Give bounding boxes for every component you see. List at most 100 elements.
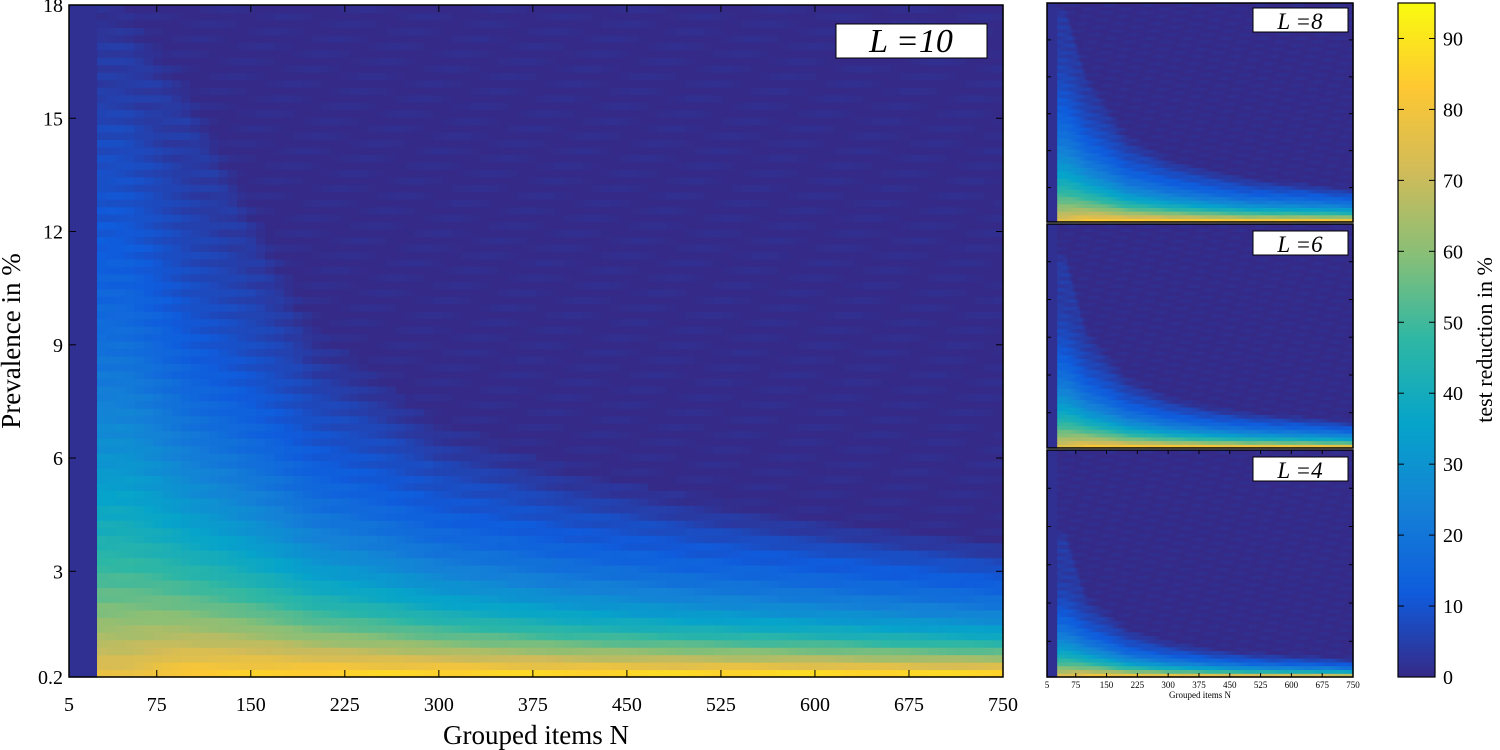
heatmap-cell bbox=[106, 303, 117, 312]
heatmap-cell bbox=[106, 311, 117, 320]
heatmap-cell bbox=[451, 385, 462, 394]
heatmap-cell bbox=[433, 236, 444, 245]
heatmap-cell bbox=[115, 5, 126, 14]
heatmap-cell bbox=[87, 27, 98, 36]
heatmap-cell bbox=[134, 184, 145, 193]
heatmap-cell bbox=[414, 662, 425, 671]
heatmap-cell bbox=[414, 438, 425, 447]
heatmap-cell bbox=[199, 266, 210, 275]
heatmap-cell bbox=[255, 520, 266, 529]
heatmap-cell bbox=[470, 587, 481, 596]
heatmap-cell bbox=[190, 176, 201, 185]
heatmap-cell bbox=[545, 214, 556, 223]
heatmap-cell bbox=[489, 87, 500, 96]
heatmap-cell bbox=[115, 662, 126, 671]
heatmap-cell bbox=[564, 669, 574, 678]
heatmap-cell bbox=[162, 467, 173, 476]
heatmap-cell bbox=[69, 460, 79, 469]
heatmap-cell bbox=[582, 326, 593, 335]
heatmap-cell bbox=[246, 662, 257, 671]
heatmap-cell bbox=[414, 579, 425, 588]
heatmap-cell bbox=[255, 602, 266, 611]
heatmap-cell bbox=[265, 408, 276, 417]
heatmap-cell bbox=[227, 176, 238, 185]
heatmap-cell bbox=[87, 408, 98, 417]
heatmap-cell bbox=[274, 467, 285, 476]
heatmap-cell bbox=[377, 154, 388, 163]
heatmap-cell bbox=[395, 617, 406, 626]
heatmap-cell bbox=[190, 632, 201, 641]
heatmap-cell bbox=[330, 117, 341, 126]
heatmap-cell bbox=[227, 281, 238, 290]
heatmap-cell bbox=[330, 169, 341, 178]
heatmap-cell bbox=[274, 102, 285, 111]
heatmap-cell bbox=[564, 497, 574, 506]
heatmap-cell bbox=[199, 497, 210, 506]
heatmap-cell bbox=[190, 445, 201, 454]
heatmap-cell bbox=[237, 281, 248, 290]
heatmap-cell bbox=[414, 221, 425, 230]
heatmap-cell bbox=[209, 632, 220, 641]
heatmap-cell bbox=[87, 94, 98, 103]
heatmap-cell bbox=[377, 124, 388, 133]
heatmap-cell bbox=[311, 154, 322, 163]
heatmap-cell bbox=[564, 87, 574, 96]
heatmap-cell bbox=[358, 662, 369, 671]
heatmap-cell bbox=[414, 273, 425, 282]
heatmap-cell bbox=[442, 12, 453, 21]
heatmap-cell bbox=[461, 602, 472, 611]
heatmap-cell bbox=[554, 654, 565, 663]
heatmap-cell bbox=[162, 5, 173, 14]
heatmap-cell bbox=[554, 161, 565, 170]
heatmap-cell bbox=[274, 79, 285, 88]
heatmap-cell bbox=[293, 467, 304, 476]
heatmap-cell bbox=[162, 460, 173, 469]
heatmap-cell bbox=[171, 400, 182, 409]
heatmap-cell bbox=[564, 243, 574, 252]
heatmap-cell bbox=[554, 303, 565, 312]
heatmap-cell bbox=[330, 602, 341, 611]
heatmap-cell bbox=[255, 333, 266, 342]
heatmap-cell bbox=[377, 378, 388, 387]
heatmap-cell bbox=[153, 19, 163, 28]
heatmap-cell bbox=[283, 363, 294, 372]
heatmap-cell bbox=[330, 535, 341, 544]
heatmap-cell bbox=[311, 333, 322, 342]
heatmap-cell bbox=[153, 296, 163, 305]
heatmap-cell bbox=[564, 385, 574, 394]
heatmap-cell bbox=[442, 609, 453, 618]
heatmap-cell bbox=[489, 565, 500, 574]
heatmap-cell bbox=[87, 146, 98, 155]
heatmap-cell bbox=[218, 169, 229, 178]
heatmap-cell bbox=[395, 460, 406, 469]
heatmap-cell bbox=[358, 497, 369, 506]
heatmap-cell bbox=[237, 139, 248, 148]
heatmap-cell bbox=[498, 251, 509, 260]
heatmap-cell bbox=[554, 482, 565, 491]
heatmap-cell bbox=[181, 266, 192, 275]
heatmap-cell bbox=[302, 445, 313, 454]
heatmap-cell bbox=[564, 184, 574, 193]
heatmap-cell bbox=[171, 363, 182, 372]
heatmap-cell bbox=[339, 460, 350, 469]
heatmap-cell bbox=[386, 445, 397, 454]
heatmap-cell bbox=[423, 535, 434, 544]
heatmap-cell bbox=[125, 236, 135, 245]
heatmap-cell bbox=[517, 27, 528, 36]
heatmap-cell bbox=[367, 497, 378, 506]
heatmap-cell bbox=[330, 273, 341, 282]
heatmap-cell bbox=[414, 131, 425, 140]
heatmap-cell bbox=[134, 258, 145, 267]
heatmap-cell bbox=[115, 146, 126, 155]
heatmap-cell bbox=[545, 527, 556, 536]
heatmap-cell bbox=[255, 42, 266, 51]
heatmap-cell bbox=[386, 408, 397, 417]
heatmap-cell bbox=[302, 236, 313, 245]
heatmap-cell bbox=[451, 565, 462, 574]
heatmap-cell bbox=[489, 594, 500, 603]
heatmap-cell bbox=[451, 632, 462, 641]
heatmap-cell bbox=[255, 79, 266, 88]
heatmap-cell bbox=[573, 445, 584, 454]
heatmap-cell bbox=[349, 27, 360, 36]
heatmap-cell bbox=[125, 266, 135, 275]
